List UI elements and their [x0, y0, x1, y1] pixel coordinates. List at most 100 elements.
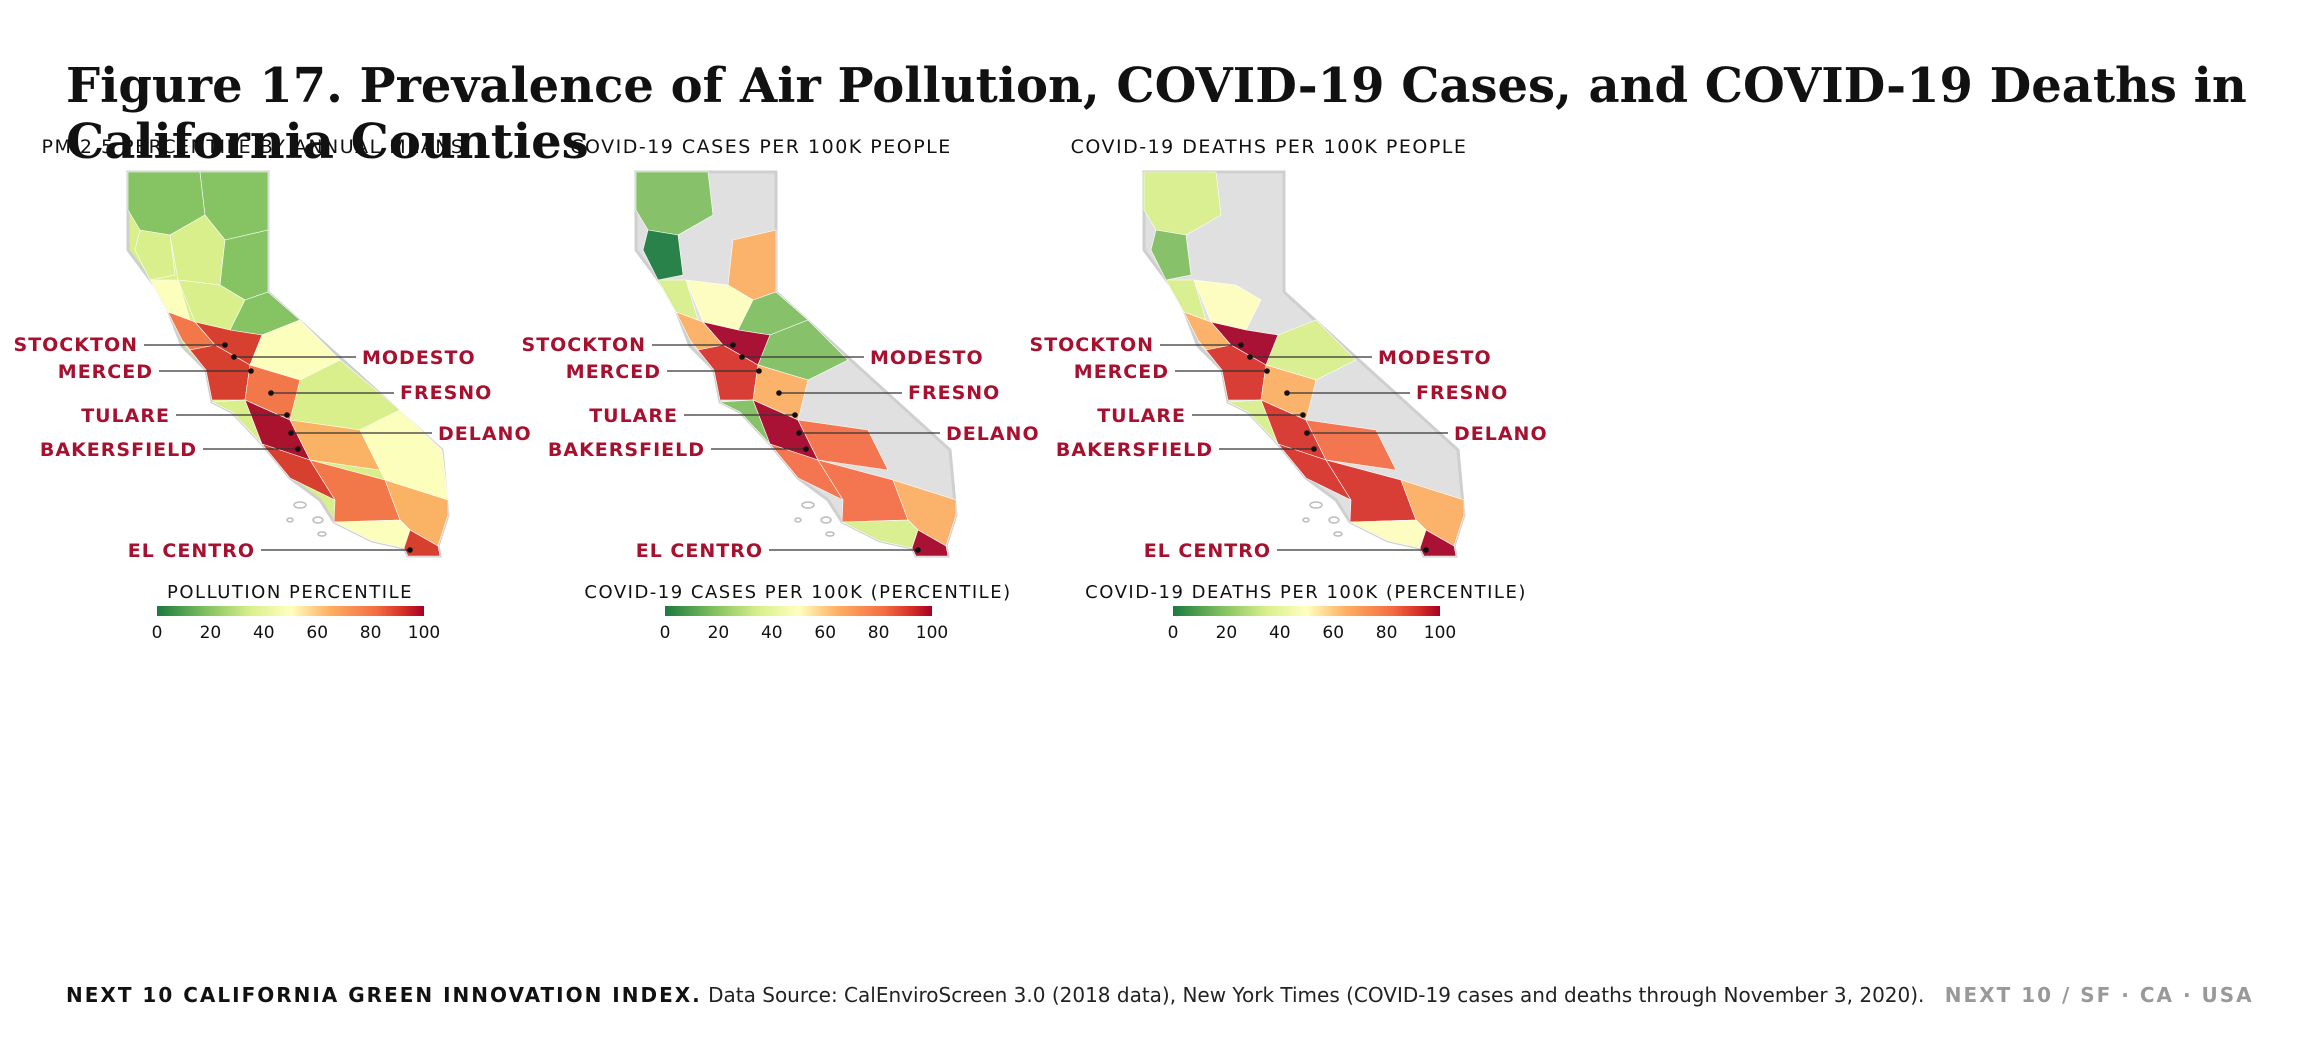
city-dot	[776, 390, 782, 396]
city-dot	[803, 446, 809, 452]
city-label-el-centro: EL CENTRO	[128, 540, 255, 562]
city-label-fresno: FRESNO	[908, 382, 1000, 404]
legend-title: COVID-19 DEATHS PER 100K (PERCENTILE)	[1085, 582, 1527, 603]
county-region	[1150, 229, 1192, 281]
footer-brand: NEXT 10 / SF · CA · USA	[1944, 983, 2254, 1007]
county-region	[1193, 279, 1262, 331]
legend-colorbar	[665, 606, 932, 616]
city-label-tulare: TULARE	[589, 405, 678, 427]
city-dot	[1284, 390, 1290, 396]
legend-colorbar	[1173, 606, 1440, 616]
footer-source: Data Source: CalEnviroScreen 3.0 (2018 d…	[708, 983, 1925, 1007]
city-dot	[1238, 342, 1244, 348]
city-label-fresno: FRESNO	[1416, 382, 1508, 404]
legend-tick: 0	[1168, 623, 1179, 643]
city-label-bakersfield: BAKERSFIELD	[1056, 439, 1213, 461]
panel-title: COVID-19 CASES PER 100K PEOPLE	[570, 136, 952, 158]
legend-title: POLLUTION PERCENTILE	[167, 582, 413, 603]
legend-tick: 20	[1216, 623, 1238, 643]
city-dot	[1300, 412, 1306, 418]
panel-title: PM 2.5 PERCENTILE BY ANNUAL MEANS	[42, 136, 465, 158]
county-region	[911, 529, 949, 557]
island	[293, 501, 307, 509]
legend-tick: 40	[1269, 623, 1291, 643]
footer: NEXT 10 CALIFORNIA GREEN INNOVATION INDE…	[66, 983, 2254, 1007]
city-label-bakersfield: BAKERSFIELD	[548, 439, 705, 461]
legend-tick: 60	[306, 623, 328, 643]
city-label-modesto: MODESTO	[1378, 347, 1492, 369]
legend-tick: 40	[253, 623, 275, 643]
county-region	[1265, 319, 1357, 381]
county-region	[757, 319, 849, 381]
city-dot	[792, 412, 798, 418]
city-label-delano: DELANO	[1454, 423, 1548, 445]
legend-tick: 20	[200, 623, 222, 643]
legend-tick: 80	[868, 623, 890, 643]
city-label-delano: DELANO	[438, 423, 532, 445]
legend-tick: 0	[660, 623, 671, 643]
city-label-fresno: FRESNO	[400, 382, 492, 404]
panel-title: COVID-19 DEATHS PER 100K PEOPLE	[1071, 136, 1468, 158]
island	[312, 516, 324, 524]
city-label-stockton: STOCKTON	[522, 334, 646, 356]
city-dot	[1264, 368, 1270, 374]
panel-cases: COVID-19 CASES PER 100K PEOPLE STOCKTON MO…	[522, 136, 1040, 643]
city-dot	[1423, 547, 1429, 553]
county-region	[403, 529, 441, 557]
city-label-modesto: MODESTO	[362, 347, 476, 369]
city-label-modesto: MODESTO	[870, 347, 984, 369]
city-dot	[915, 547, 921, 553]
city-dot	[288, 430, 294, 436]
legend-colorbar	[157, 606, 424, 616]
city-label-tulare: TULARE	[81, 405, 170, 427]
city-label-bakersfield: BAKERSFIELD	[40, 439, 197, 461]
legend-tick: 80	[360, 623, 382, 643]
island	[1328, 516, 1340, 524]
city-dot	[268, 390, 274, 396]
island	[794, 517, 802, 523]
city-label-el-centro: EL CENTRO	[636, 540, 763, 562]
city-label-delano: DELANO	[946, 423, 1040, 445]
city-label-merced: MERCED	[58, 361, 153, 383]
city-label-stockton: STOCKTON	[14, 334, 138, 356]
city-label-merced: MERCED	[1074, 361, 1169, 383]
footer-index-label: NEXT 10 CALIFORNIA GREEN INNOVATION INDE…	[66, 983, 702, 1007]
legend-tick: 100	[1424, 623, 1456, 643]
panel-deaths: COVID-19 DEATHS PER 100K PEOPLE STOCKTON M…	[1030, 136, 1548, 643]
island	[317, 531, 327, 537]
city-dot	[1247, 354, 1253, 360]
island	[1302, 517, 1310, 523]
island	[1309, 501, 1323, 509]
city-dot	[739, 354, 745, 360]
legend-tick: 100	[916, 623, 948, 643]
city-label-tulare: TULARE	[1097, 405, 1186, 427]
county-region	[1419, 529, 1457, 557]
city-dot	[756, 368, 762, 374]
legend-tick: 20	[708, 623, 730, 643]
city-dot	[1311, 446, 1317, 452]
county-region	[841, 519, 919, 549]
county-region	[134, 229, 176, 281]
city-dot	[407, 547, 413, 553]
city-label-stockton: STOCKTON	[1030, 334, 1154, 356]
city-dot	[284, 412, 290, 418]
legend-tick: 60	[814, 623, 836, 643]
county-region	[333, 519, 411, 549]
city-dot	[796, 430, 802, 436]
city-label-merced: MERCED	[566, 361, 661, 383]
city-label-el-centro: EL CENTRO	[1144, 540, 1271, 562]
island	[801, 501, 815, 509]
legend-title: COVID-19 CASES PER 100K (PERCENTILE)	[584, 582, 1011, 603]
island	[286, 517, 294, 523]
city-dot	[248, 368, 254, 374]
island	[1333, 531, 1343, 537]
city-dot	[222, 342, 228, 348]
legend-tick: 40	[761, 623, 783, 643]
island	[825, 531, 835, 537]
county-region	[642, 229, 684, 281]
panel-pm25: PM 2.5 PERCENTILE BY ANNUAL MEANS STOCKTO…	[14, 136, 532, 643]
county-region	[1349, 519, 1427, 549]
city-dot	[730, 342, 736, 348]
legend-tick: 0	[152, 623, 163, 643]
city-dot	[1304, 430, 1310, 436]
